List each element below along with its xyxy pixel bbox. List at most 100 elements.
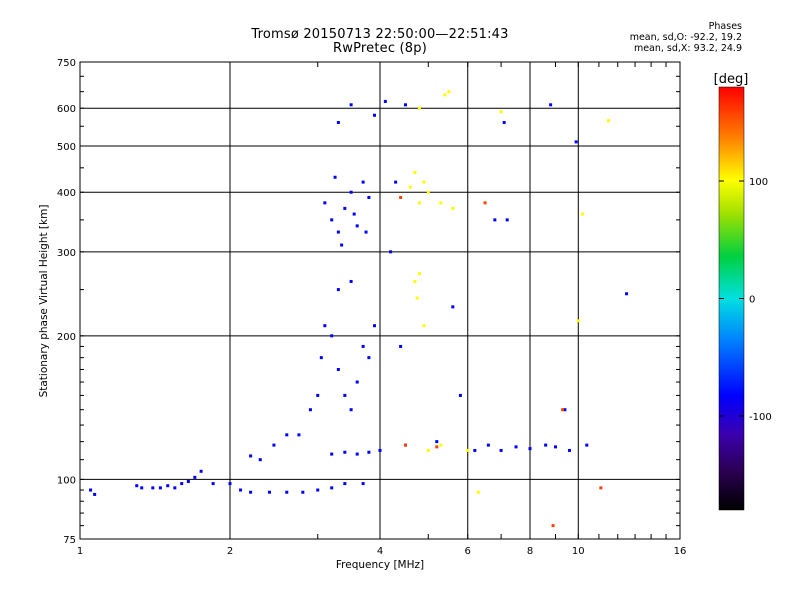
data-point-o <box>349 103 353 107</box>
data-point-x <box>466 448 470 452</box>
y-tick-label: 600 <box>57 104 76 115</box>
axes: 1 2 4 6 8 10 16 75 100 200 300 400 500 600 750 <box>57 58 686 557</box>
data-point-o <box>336 230 340 234</box>
data-point-o <box>585 443 589 447</box>
x-tick-label: 4 <box>377 546 383 557</box>
data-point-o <box>355 452 359 456</box>
data-point-x <box>422 180 426 184</box>
data-point-o <box>333 175 337 179</box>
data-point-o <box>199 469 203 473</box>
data-point-o <box>378 448 382 452</box>
data-point-o <box>367 356 371 360</box>
colorbar-label: [deg] <box>714 72 749 87</box>
data-point-o <box>355 224 359 228</box>
y-tick-label: 300 <box>57 248 76 259</box>
data-point-o <box>239 488 243 492</box>
data-point-o <box>364 230 368 234</box>
data-point-o <box>316 488 320 492</box>
data-point-o <box>330 486 334 490</box>
data-point-x <box>447 90 451 94</box>
phase-stats-x: mean, sd,X: 93.2, 24.9 <box>633 43 742 54</box>
data-point-x <box>417 272 421 276</box>
y-tick-label: 750 <box>57 58 76 69</box>
data-point-x <box>399 195 403 199</box>
data-point-o <box>140 486 144 490</box>
x-tick-label: 6 <box>465 546 471 557</box>
plot-frame <box>79 61 681 540</box>
chart-title: Tromsø 20150713 22:50:00—22:51:43 <box>251 27 509 42</box>
data-point-o <box>502 121 506 125</box>
data-point-o <box>180 482 184 486</box>
data-point-o <box>399 344 403 348</box>
data-point-o <box>343 450 347 454</box>
data-point-o <box>389 250 393 254</box>
data-point-o <box>330 334 334 338</box>
data-point-x <box>576 319 580 323</box>
data-point-o <box>544 443 548 447</box>
data-point-o <box>211 482 215 486</box>
x-tick-label: 1 <box>77 546 83 557</box>
y-axis-label: Stationary phase Virtual Height [km] <box>38 205 50 398</box>
data-point-x <box>435 445 439 449</box>
data-point-o <box>367 450 371 454</box>
data-point-x <box>417 201 421 205</box>
data-point-x <box>483 201 487 205</box>
data-point-o <box>323 201 327 205</box>
data-point-x <box>561 408 565 412</box>
data-point-o <box>343 393 347 397</box>
data-point-o <box>285 490 289 494</box>
data-point-o <box>625 292 629 296</box>
data-point-x <box>415 296 419 300</box>
data-point-x <box>413 170 417 174</box>
data-point-o <box>330 218 334 222</box>
data-point-x <box>551 524 555 528</box>
data-point-o <box>258 458 262 462</box>
data-point-o <box>343 206 347 210</box>
data-point-o <box>361 344 365 348</box>
data-point-o <box>361 180 365 184</box>
colorbar-tick-label: -100 <box>749 412 772 423</box>
data-point-x <box>422 324 426 328</box>
data-point-o <box>553 445 557 449</box>
data-point-o <box>158 486 162 490</box>
data-point-o <box>486 443 490 447</box>
y-tick-label: 100 <box>57 475 76 486</box>
data-point-o <box>361 482 365 486</box>
colorbar-ticks: 100 0 -100 <box>719 177 772 423</box>
data-point-o <box>383 99 387 103</box>
x-tick-label: 8 <box>527 546 533 557</box>
data-point-x <box>443 93 447 97</box>
colorbar-tick-label: 0 <box>749 295 755 306</box>
data-point-x <box>581 212 585 216</box>
phase-stats-o: mean, sd,O: -92.2, 19.2 <box>629 32 742 43</box>
data-point-o <box>319 356 323 360</box>
data-point-o <box>336 288 340 292</box>
data-point-o <box>340 243 344 247</box>
data-point-x <box>413 279 417 283</box>
data-point-o <box>435 440 439 444</box>
data-point-o <box>308 408 312 412</box>
data-point-o <box>394 180 398 184</box>
data-point-o <box>151 486 155 490</box>
y-tick-label: 500 <box>57 142 76 153</box>
data-point-o <box>343 482 347 486</box>
y-tick-label: 400 <box>57 188 76 199</box>
data-point-o <box>89 488 93 492</box>
data-point-x <box>451 206 455 210</box>
data-point-o <box>355 380 359 384</box>
data-point-x <box>417 106 421 110</box>
data-point-o <box>514 445 518 449</box>
x-tick-label: 16 <box>674 546 687 557</box>
data-point-x <box>607 119 611 123</box>
data-point-o <box>186 479 190 483</box>
data-point-o <box>336 367 340 371</box>
data-point-o <box>493 218 497 222</box>
data-point-o <box>297 433 301 437</box>
data-point-x <box>599 486 603 490</box>
data-point-o <box>574 140 578 144</box>
data-point-o <box>135 484 139 488</box>
data-point-o <box>336 121 340 125</box>
data-point-o <box>473 448 477 452</box>
colorbar-tick-label: 100 <box>749 177 768 188</box>
